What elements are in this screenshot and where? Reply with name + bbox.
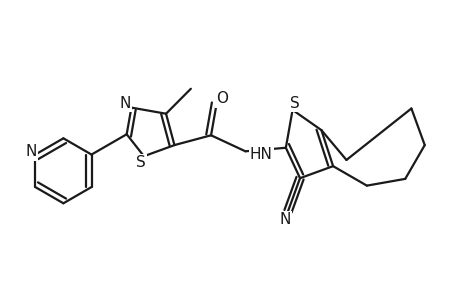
Text: O: O [216, 92, 228, 106]
Text: S: S [136, 155, 146, 170]
Text: N: N [119, 96, 130, 111]
Text: HN: HN [249, 146, 272, 161]
Text: S: S [290, 96, 299, 111]
Text: N: N [25, 144, 37, 159]
Text: N: N [279, 212, 291, 227]
